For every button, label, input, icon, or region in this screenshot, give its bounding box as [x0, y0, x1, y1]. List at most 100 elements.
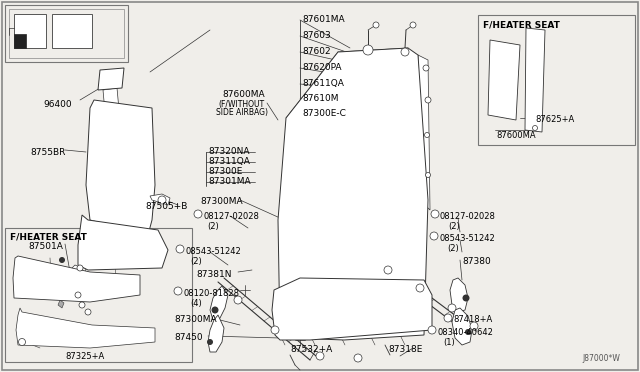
Text: 87381N: 87381N: [196, 270, 232, 279]
Bar: [9, 9, 124, 58]
Text: 08543-51242: 08543-51242: [185, 247, 241, 256]
Text: 87601MA: 87601MA: [302, 15, 344, 24]
Text: (F/WITHOUT: (F/WITHOUT: [218, 100, 264, 109]
Circle shape: [77, 265, 83, 271]
Text: 87380: 87380: [462, 257, 491, 266]
Text: 87301MA: 87301MA: [208, 177, 251, 186]
Circle shape: [271, 326, 279, 334]
Text: 87450: 87450: [174, 333, 203, 342]
Text: 87311QA: 87311QA: [208, 157, 250, 166]
Circle shape: [426, 173, 431, 177]
Polygon shape: [278, 48, 428, 340]
Text: 87532+A: 87532+A: [290, 345, 332, 354]
Text: (2): (2): [447, 244, 459, 253]
Text: 87300MA: 87300MA: [174, 315, 216, 324]
Circle shape: [363, 45, 373, 55]
Text: 87600MA: 87600MA: [222, 90, 264, 99]
Text: 87300MA: 87300MA: [200, 197, 243, 206]
Circle shape: [444, 314, 452, 322]
Text: 08543-51242: 08543-51242: [439, 234, 495, 243]
Polygon shape: [488, 40, 520, 120]
Text: 87600MA: 87600MA: [496, 131, 536, 140]
Circle shape: [431, 210, 439, 218]
Polygon shape: [58, 300, 64, 308]
Polygon shape: [272, 278, 432, 340]
Text: 87300E: 87300E: [208, 167, 243, 176]
Polygon shape: [225, 300, 500, 350]
Text: 87603: 87603: [302, 31, 331, 40]
Text: (1): (1): [443, 338, 455, 347]
Circle shape: [425, 97, 431, 103]
Circle shape: [316, 352, 324, 360]
Text: 87318E: 87318E: [388, 345, 422, 354]
Circle shape: [428, 326, 436, 334]
Circle shape: [354, 354, 362, 362]
Bar: [5, 228, 192, 362]
Polygon shape: [150, 194, 170, 205]
Circle shape: [19, 339, 26, 346]
Circle shape: [207, 339, 213, 345]
Text: 8755BR: 8755BR: [30, 148, 65, 157]
Text: 87620PA: 87620PA: [302, 63, 342, 72]
Circle shape: [75, 292, 81, 298]
Circle shape: [470, 322, 478, 330]
Text: 96400: 96400: [43, 100, 72, 109]
Text: (4): (4): [190, 299, 202, 308]
Polygon shape: [16, 308, 155, 348]
Text: 87610M: 87610M: [302, 94, 339, 103]
Circle shape: [85, 309, 91, 315]
Circle shape: [463, 295, 470, 301]
Circle shape: [158, 196, 166, 204]
Polygon shape: [65, 265, 82, 285]
Circle shape: [410, 22, 416, 28]
Text: 87505+B: 87505+B: [145, 202, 188, 211]
Text: 87418+A: 87418+A: [453, 315, 492, 324]
Text: 87325+A: 87325+A: [65, 352, 104, 361]
Circle shape: [79, 302, 85, 308]
Text: (2): (2): [207, 222, 219, 231]
Text: 87501A: 87501A: [28, 242, 63, 251]
Text: 87320NA: 87320NA: [208, 147, 250, 156]
Polygon shape: [208, 315, 224, 352]
Polygon shape: [86, 100, 155, 235]
Circle shape: [423, 65, 429, 71]
Circle shape: [424, 132, 429, 138]
Text: 87611QA: 87611QA: [302, 79, 344, 88]
Polygon shape: [452, 308, 472, 345]
Text: 87625+A: 87625+A: [535, 115, 574, 124]
Bar: [5, 5, 128, 62]
Circle shape: [448, 304, 456, 312]
Polygon shape: [210, 286, 228, 320]
Circle shape: [234, 296, 242, 304]
Circle shape: [416, 284, 424, 292]
Text: 08120-81828: 08120-81828: [183, 289, 239, 298]
Text: F/HEATER SEAT: F/HEATER SEAT: [483, 20, 560, 29]
Polygon shape: [103, 88, 119, 112]
Polygon shape: [98, 68, 124, 90]
Text: J87000*W: J87000*W: [582, 354, 620, 363]
Polygon shape: [13, 256, 140, 302]
Circle shape: [430, 232, 438, 240]
Bar: [478, 15, 635, 145]
Circle shape: [373, 22, 379, 28]
Circle shape: [174, 287, 182, 295]
Circle shape: [532, 125, 538, 131]
Bar: [52, 14, 92, 48]
Text: F/HEATER SEAT: F/HEATER SEAT: [10, 232, 87, 241]
Polygon shape: [450, 278, 468, 312]
Circle shape: [401, 48, 409, 56]
Text: 08127-02028: 08127-02028: [203, 212, 259, 221]
Text: (2): (2): [448, 222, 460, 231]
Text: SIDE AIRBAG): SIDE AIRBAG): [216, 108, 268, 117]
Text: 08127-02028: 08127-02028: [440, 212, 496, 221]
Circle shape: [59, 257, 65, 263]
Circle shape: [194, 210, 202, 218]
Circle shape: [384, 266, 392, 274]
Circle shape: [211, 307, 218, 314]
Polygon shape: [78, 215, 168, 270]
Bar: [14, 14, 46, 48]
Text: 87300E-C: 87300E-C: [302, 109, 346, 118]
Circle shape: [465, 329, 471, 335]
Text: (2): (2): [190, 257, 202, 266]
Polygon shape: [525, 28, 545, 132]
